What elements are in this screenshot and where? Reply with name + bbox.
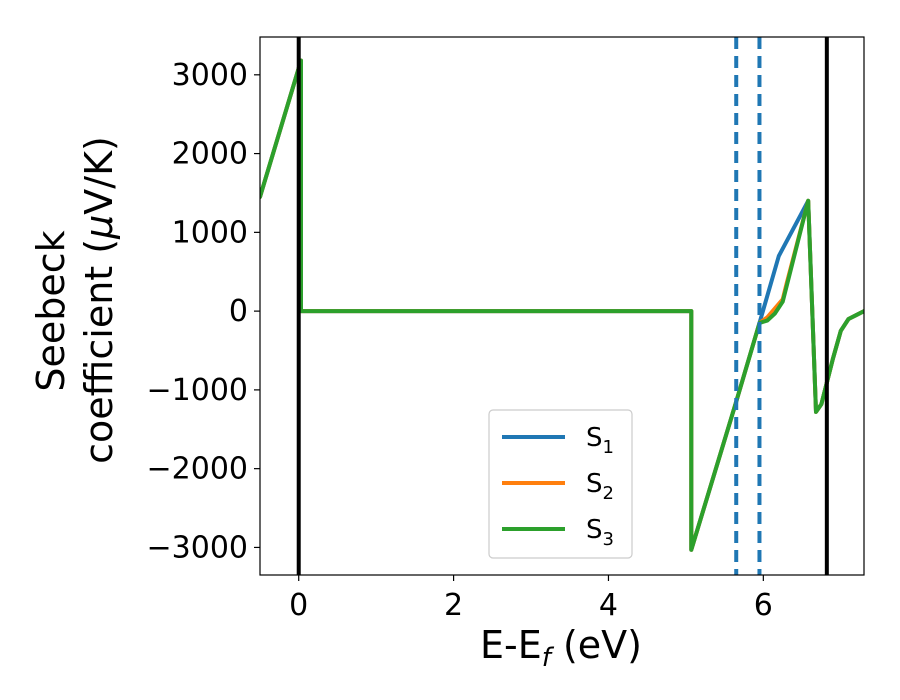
legend-label-s3: S3 [586,515,614,550]
plot-clip-group [260,37,864,575]
x-tick-label: 6 [754,588,773,623]
x-axis-label: E-Ef (eV) [480,623,642,673]
x-tick-label: 2 [444,588,463,623]
y-tick-label: −1000 [147,373,248,408]
y-axis-label-line1: Seebeck [29,230,73,391]
y-tick-label: 0 [229,294,248,329]
legend-label-s1: S1 [586,423,614,458]
series-line-s3 [260,58,864,552]
y-axis-label-line2: coefficient (μV/K) [77,136,121,464]
legend-label-s2: S2 [586,469,614,504]
x-tick-label: 0 [289,588,308,623]
y-tick-label: 2000 [172,137,248,172]
plot-area [259,36,865,576]
axes-frame [259,36,865,576]
y-tick-label: 3000 [172,58,248,93]
y-tick-label: 1000 [172,215,248,250]
y-tick-label: −2000 [147,452,248,487]
y-tick-label: −3000 [147,530,248,565]
legend: S1 S2 S3 [488,409,633,559]
x-tick-label: 4 [599,588,618,623]
ticks: 0 2 4 6 3000 2000 1000 0 −1000 −2000 −3000 [147,58,773,623]
